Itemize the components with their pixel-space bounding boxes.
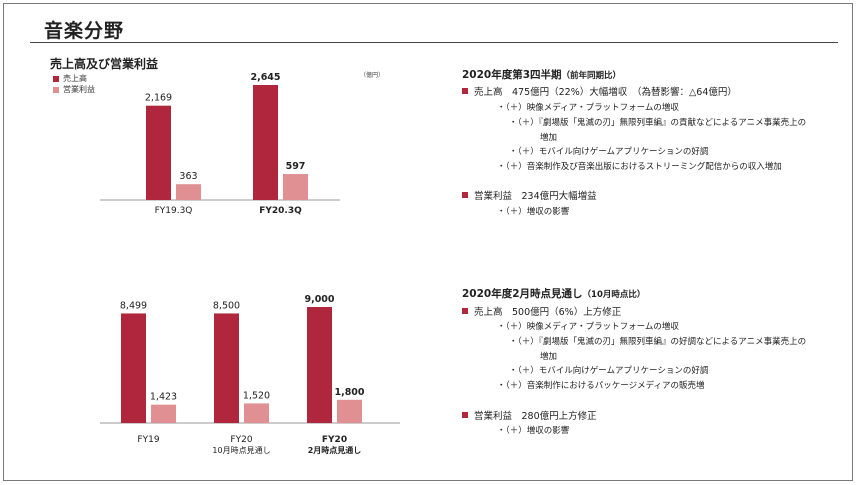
chart-2-category-label: FY20 [322,435,347,445]
legend-swatch-op-income [53,86,59,93]
chart-legend: 売上高 営業利益 [53,73,95,95]
chart-1-category-label: FY19.3Q [155,206,193,216]
feb-heading-note: （10月時点比） [582,290,646,300]
feb-op-bullet [462,412,468,418]
q3-sales-item-2-cont: 増加 [540,133,558,143]
chart-2-category-label: 2月時点見通し [308,445,362,455]
chart-2-value-label: 8,499 [120,300,147,311]
chart-1-bar-sales-1 [146,105,171,200]
legend-item-op-income: 営業利益 [53,84,95,95]
feb-heading-main: 2020年度2月時点見通し [462,288,583,300]
chart-1-value-label: 597 [286,161,306,172]
chart-1-bar-op-income-2 [283,174,308,200]
unit-label: （億円） [360,72,385,79]
legend-label-sales: 売上高 [63,74,87,83]
chart-1-value-label: 2,645 [250,72,280,83]
q3-sales-line: 売上高 475億円（22%）大幅増収 （為替影響：△64億円） [462,84,737,98]
q3-sales-item-2: ・（＋）『劇場版「鬼滅の刃」無限列車編』の貢献などによるアニメ事業売上の [509,118,807,128]
feb-sales-item-2: ・（＋）『劇場版「鬼滅の刃」無限列車編』の好調などによるアニメ事業売上の [509,337,807,347]
feb-op-text: 営業利益 280億円上方修正 [474,411,597,422]
page-title: 音楽分野 [44,20,125,42]
q3-op-text: 営業利益 234億円大幅増益 [474,191,597,202]
chart-1-bar-sales-2 [253,85,278,200]
chart-2-value-label: 1,520 [243,390,270,401]
feb-op-item-1: ・（＋）増収の影響 [497,426,570,436]
chart-2-value-label: 9,000 [304,294,334,305]
q3-op-bullet [462,192,468,198]
chart-1-bar-op-income-1 [176,184,201,200]
chart-2-value-label: 8,500 [213,300,240,311]
legend-swatch-sales [53,75,59,82]
q3-heading-note: （前年同期比） [561,71,622,81]
legend-label-op-income: 営業利益 [63,85,95,94]
feb-sales-item-4: ・（＋）音楽制作におけるパッケージメディアの販売増 [497,381,705,391]
q3-op-line: 営業利益 234億円大幅増益 [462,188,597,202]
feb-op-line: 営業利益 280億円上方修正 [462,408,597,422]
chart-2-value-label: 1,800 [334,387,364,398]
chart-2-category-label: FY20 [230,435,252,445]
q3-sales-item-3: ・（＋）モバイル向けゲームアプリケーションの好調 [509,147,709,157]
chart-1-value-label: 363 [179,171,197,182]
q3-sales-item-4: ・（＋）音楽制作及び音楽出版におけるストリーミング配信からの収入増加 [497,162,782,172]
q3-op-item-1: ・（＋）増収の影響 [497,207,570,217]
feb-heading: 2020年度2月時点見通し（10月時点比） [462,286,645,301]
chart-section-title: 売上高及び営業利益 [50,57,159,71]
chart-1-value-label: 2,169 [145,93,172,104]
chart-2-bar-op-income-2 [244,403,269,423]
feb-sales-line: 売上高 500億円（6%）上方修正 [462,304,621,318]
chart-2-bar-sales-3 [307,307,332,423]
chart-1-category-label: FY20.3Q [259,206,302,216]
feb-sales-item-2-cont: 増加 [540,352,558,362]
feb-sales-item-3: ・（＋）モバイル向けゲームアプリケーションの好調 [509,366,709,376]
chart-2-category-label: FY19 [137,435,159,445]
q3-sales-item-1: ・（＋）映像メディア・プラットフォームの増収 [497,103,679,113]
chart-2-bar-sales-1 [121,313,146,423]
feb-sales-text: 売上高 500億円（6%）上方修正 [474,307,622,318]
legend-item-sales: 売上高 [53,73,95,84]
q3-heading: 2020年度第3四半期（前年同期比） [462,67,621,82]
q3-sales-text: 売上高 475億円（22%）大幅増収 （為替影響：△64億円） [474,87,737,98]
title-divider [30,42,838,43]
slide-frame [3,3,853,481]
feb-sales-item-1: ・（＋）映像メディア・プラットフォームの増収 [497,322,679,332]
chart-2-value-label: 1,423 [150,392,177,403]
chart-2-bar-op-income-1 [151,404,176,423]
chart-2-bar-op-income-3 [337,399,362,423]
feb-sales-bullet [462,308,468,314]
chart-2-category-label: 10月時点見通し [212,445,270,455]
q3-heading-main: 2020年度第3四半期 [462,69,562,81]
q3-sales-bullet [462,88,468,94]
chart-2-bar-sales-2 [214,313,239,423]
